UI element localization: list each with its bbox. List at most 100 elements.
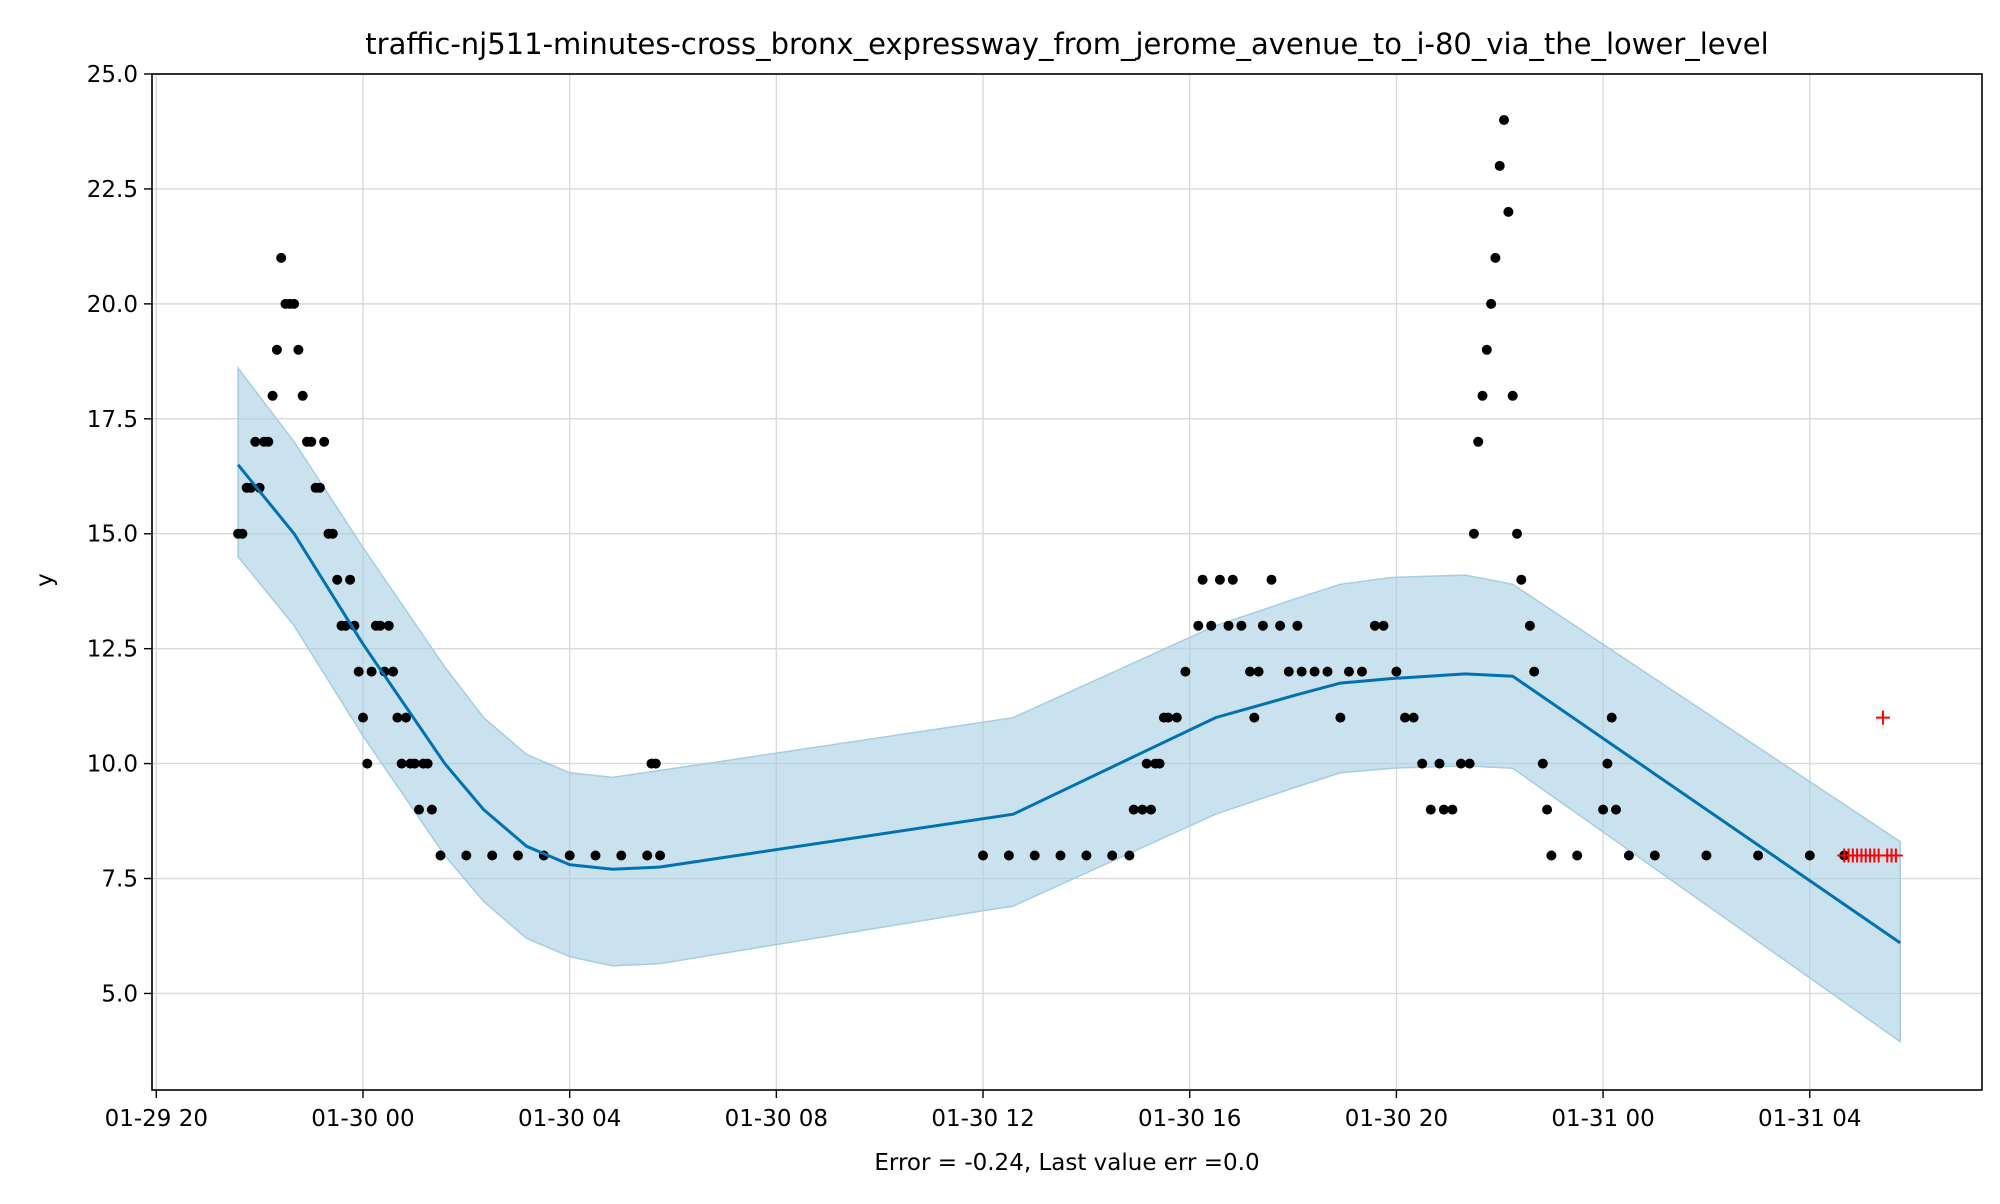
observed-point bbox=[1292, 620, 1303, 631]
observed-point bbox=[1507, 390, 1518, 401]
observed-point bbox=[1499, 115, 1509, 125]
observed-point bbox=[358, 712, 368, 723]
observed-point bbox=[1438, 804, 1449, 815]
observed-point bbox=[362, 758, 373, 769]
observed-point bbox=[327, 528, 338, 539]
observed-point bbox=[655, 850, 666, 861]
observed-point bbox=[345, 574, 356, 585]
observed-point bbox=[1193, 620, 1204, 631]
test-points-layer bbox=[1837, 710, 1903, 863]
observed-point bbox=[276, 252, 287, 263]
x-tick-label: 01-31 00 bbox=[1551, 1106, 1654, 1132]
observed-point bbox=[1223, 620, 1234, 631]
observed-point bbox=[487, 850, 498, 861]
observed-point bbox=[1180, 666, 1191, 677]
x-tick-label: 01-30 00 bbox=[311, 1106, 414, 1132]
observed-point bbox=[1003, 850, 1014, 861]
y-tick-label: 20.0 bbox=[87, 292, 138, 318]
x-tick-label: 01-30 20 bbox=[1345, 1106, 1448, 1132]
y-tick-label: 15.0 bbox=[87, 522, 138, 548]
observed-point bbox=[1128, 804, 1139, 815]
observed-point bbox=[422, 758, 433, 769]
observed-point bbox=[1309, 666, 1320, 677]
observed-point bbox=[1154, 758, 1165, 769]
observed-point bbox=[1417, 758, 1428, 769]
x-tick-label: 01-30 16 bbox=[1138, 1106, 1241, 1132]
observed-point bbox=[353, 666, 364, 677]
observed-point bbox=[1107, 850, 1118, 861]
x-axis-ticks: 01-29 20 01-30 00 01-30 04 01-30 08 01-30 12… bbox=[105, 1090, 1861, 1132]
observed-point bbox=[267, 390, 278, 401]
observed-point bbox=[1400, 712, 1410, 723]
observed-point bbox=[1464, 758, 1475, 769]
x-tick-label: 01-30 08 bbox=[725, 1106, 828, 1132]
observed-point bbox=[1542, 804, 1553, 815]
observed-point bbox=[1516, 574, 1527, 585]
observed-point bbox=[1253, 666, 1264, 677]
forecast-line-layer bbox=[236, 463, 1902, 945]
observed-point bbox=[1257, 620, 1268, 631]
observed-point bbox=[1055, 850, 1066, 861]
observed-point bbox=[616, 850, 627, 861]
x-tick-label: 01-31 04 bbox=[1758, 1106, 1861, 1132]
observed-point bbox=[1124, 850, 1135, 861]
chart-title: traffic-nj511-minutes-cross_bronx_expres… bbox=[365, 27, 1768, 61]
observed-point bbox=[1197, 574, 1208, 585]
observed-point bbox=[392, 712, 403, 723]
observed-point bbox=[366, 666, 377, 677]
observed-point bbox=[1408, 712, 1419, 723]
observed-point bbox=[263, 436, 274, 447]
observed-point bbox=[388, 666, 399, 677]
x-axis-label: Error = -0.24, Last value err =0.0 bbox=[874, 1150, 1259, 1176]
observed-point bbox=[297, 390, 308, 401]
observed-point bbox=[314, 482, 325, 493]
observed-point bbox=[1529, 666, 1540, 677]
observed-point bbox=[396, 758, 407, 769]
test-point bbox=[1888, 848, 1903, 863]
observed-point bbox=[1245, 666, 1255, 677]
observed-point bbox=[1611, 804, 1621, 815]
observed-point bbox=[1546, 850, 1557, 861]
observed-point bbox=[1598, 804, 1609, 815]
observed-point bbox=[237, 528, 248, 539]
y-tick-label: 10.0 bbox=[87, 752, 138, 778]
test-point bbox=[1875, 710, 1890, 725]
observed-point bbox=[1322, 666, 1333, 677]
observed-point bbox=[1447, 804, 1458, 815]
observed-point bbox=[1602, 758, 1613, 769]
x-tick-label: 01-30 12 bbox=[931, 1106, 1034, 1132]
observed-point bbox=[1537, 758, 1548, 769]
observed-point bbox=[461, 850, 472, 861]
observed-point bbox=[1434, 758, 1445, 769]
observed-point bbox=[978, 850, 988, 861]
observed-point bbox=[409, 758, 420, 769]
observed-point bbox=[1512, 528, 1522, 539]
observed-point bbox=[1171, 712, 1182, 723]
observed-point bbox=[1753, 850, 1764, 861]
observed-point bbox=[426, 804, 437, 815]
observed-point bbox=[1490, 252, 1501, 263]
y-tick-label: 7.5 bbox=[101, 867, 138, 893]
observed-point bbox=[1283, 666, 1294, 677]
observed-point bbox=[1524, 620, 1535, 631]
observed-point bbox=[1804, 850, 1815, 861]
observed-point bbox=[306, 436, 317, 447]
observed-point bbox=[1344, 666, 1354, 677]
y-axis-ticks: 5.0 7.5 10.0 12.5 15.0 17.5 20.0 22.5 25.0 bbox=[87, 62, 152, 1007]
forecast-line bbox=[236, 463, 1902, 945]
grid-lines bbox=[152, 73, 1982, 1090]
y-tick-label: 22.5 bbox=[87, 177, 138, 203]
x-tick-label: 01-29 20 bbox=[105, 1106, 208, 1132]
observed-point bbox=[1236, 620, 1247, 631]
observed-point bbox=[1081, 850, 1092, 861]
observed-point bbox=[1227, 574, 1238, 585]
observed-point bbox=[1623, 850, 1634, 861]
observed-point bbox=[414, 804, 424, 815]
observed-point bbox=[1206, 620, 1217, 631]
y-tick-label: 17.5 bbox=[87, 407, 138, 433]
observed-point bbox=[590, 850, 601, 861]
observed-point bbox=[1378, 620, 1389, 631]
y-axis-label: y bbox=[32, 573, 58, 587]
